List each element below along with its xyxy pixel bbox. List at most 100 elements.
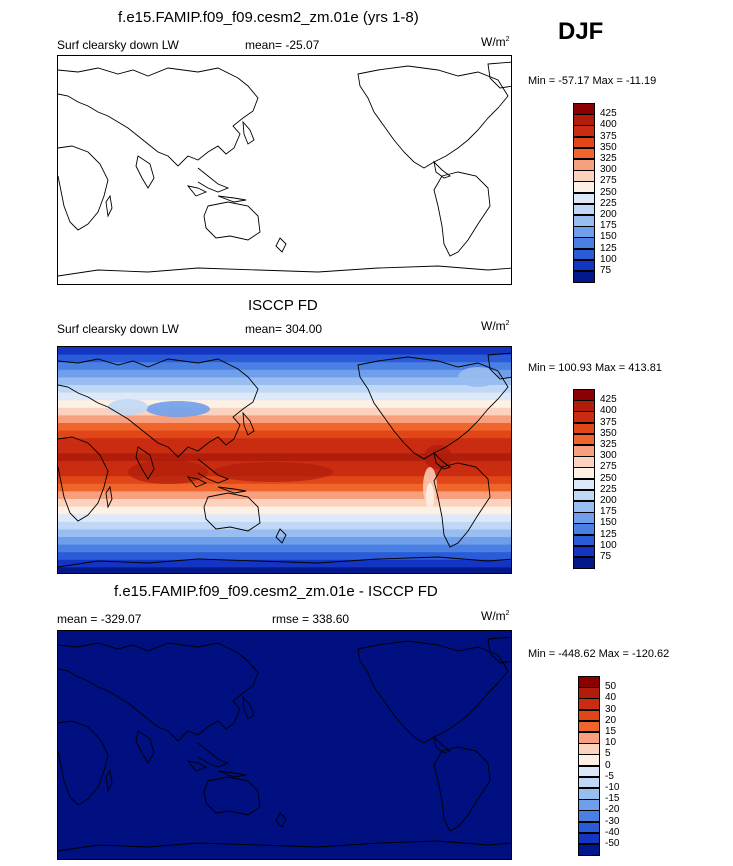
- colorbar-label: 50: [605, 681, 617, 693]
- colorbar-swatch: [578, 698, 600, 711]
- colorbar-swatch: [578, 765, 600, 778]
- season-label: DJF: [558, 18, 604, 45]
- colorbar-swatch: [573, 433, 595, 446]
- colorbar-swatch: [578, 754, 600, 767]
- colorbar-swatch: [573, 512, 595, 524]
- colorbar-swatch: [573, 237, 595, 250]
- panel3-field: [58, 631, 511, 859]
- colorbar-swatch: [578, 676, 600, 688]
- colorbar-swatch: [578, 720, 600, 733]
- colorbar-label: 150: [600, 231, 617, 243]
- colorbar-label: 250: [600, 472, 617, 484]
- colorbar-swatch: [578, 743, 600, 755]
- colorbar-swatch: [573, 501, 595, 513]
- colorbar-label: 400: [600, 119, 617, 131]
- colorbar-swatch: [573, 248, 595, 261]
- colorbar-swatch: [573, 534, 595, 547]
- panel1-variable-label: Surf clearsky down LW: [57, 38, 179, 52]
- colorbar-swatch: [573, 215, 595, 227]
- colorbar-swatch: [578, 687, 600, 699]
- colorbar-label: 30: [605, 703, 617, 715]
- colorbar-label: 400: [600, 405, 617, 417]
- colorbar-label: 125: [600, 528, 617, 540]
- panel3-units: W/m2: [481, 609, 510, 623]
- colorbar-label: 425: [600, 394, 617, 406]
- colorbar-swatch: [573, 181, 595, 194]
- colorbar-swatch: [573, 271, 595, 283]
- colorbar-swatch: [573, 114, 595, 126]
- colorbar-label: 5: [605, 748, 611, 760]
- colorbar-label: -30: [605, 815, 620, 827]
- colorbar-label: 150: [600, 517, 617, 529]
- colorbar-swatch: [578, 821, 600, 834]
- panel2-field: [58, 347, 511, 573]
- colorbar-swatch: [578, 810, 600, 823]
- panel2-units: W/m2: [481, 319, 510, 333]
- colorbar-label: 225: [600, 197, 617, 209]
- colorbar-label: 15: [605, 726, 617, 737]
- colorbar-label: 125: [600, 242, 617, 254]
- panel1-units: W/m2: [481, 35, 510, 49]
- colorbar-swatch: [573, 159, 595, 171]
- panel1-coastlines: [58, 56, 511, 284]
- colorbar-label: 40: [605, 692, 617, 704]
- panel3-map: [57, 630, 512, 860]
- colorbar-label: -20: [605, 804, 620, 816]
- colorbar-label: 275: [600, 175, 617, 187]
- panel2-minmax: Min = 100.93 Max = 413.81: [528, 362, 662, 374]
- colorbar-label: -5: [605, 770, 614, 782]
- colorbar-swatch: [573, 456, 595, 468]
- colorbar-label: 75: [600, 551, 612, 562]
- colorbar-swatch: [573, 467, 595, 480]
- colorbar-label: 250: [600, 186, 617, 198]
- colorbar-swatch: [573, 411, 595, 424]
- panel1-map: [57, 55, 512, 285]
- colorbar-swatch: [578, 732, 600, 744]
- colorbar-label: 275: [600, 461, 617, 473]
- colorbar-label: 20: [605, 714, 617, 726]
- colorbar-label: -40: [605, 826, 620, 838]
- colorbar-swatch: [573, 445, 595, 457]
- colorbar-swatch: [578, 832, 600, 845]
- panel2-title: ISCCP FD: [248, 297, 318, 314]
- colorbar-swatch: [573, 422, 595, 435]
- colorbar-swatch: [573, 523, 595, 536]
- panel3-mean-label: mean = -329.07: [57, 612, 142, 626]
- colorbar-swatch: [573, 136, 595, 149]
- panel2-variable-label: Surf clearsky down LW: [57, 322, 179, 336]
- panel3-title: f.e15.FAMIP.f09_f09.cesm2_zm.01e - ISCCP…: [114, 583, 438, 600]
- colorbar-label: -15: [605, 793, 620, 805]
- colorbar-swatch: [573, 192, 595, 205]
- colorbar-label: -50: [605, 838, 620, 849]
- colorbar-label: 75: [600, 265, 612, 276]
- colorbar-swatch: [573, 203, 595, 216]
- colorbar-swatch: [578, 799, 600, 811]
- colorbar-label: 225: [600, 483, 617, 495]
- colorbar-label: 0: [605, 759, 611, 771]
- colorbar-swatch: [573, 389, 595, 401]
- colorbar-swatch: [573, 259, 595, 272]
- colorbar-label: -10: [605, 782, 620, 793]
- colorbar-label: 425: [600, 108, 617, 120]
- colorbar-swatch: [578, 844, 600, 856]
- colorbar-swatch: [578, 776, 600, 789]
- colorbar-label: 100: [600, 539, 617, 551]
- colorbar-label: 375: [600, 130, 617, 142]
- colorbar-swatch: [573, 125, 595, 138]
- panel1-minmax: Min = -57.17 Max = -11.19: [528, 75, 657, 87]
- colorbar-swatch: [573, 170, 595, 182]
- panel3-minmax: Min = -448.62 Max = -120.62: [528, 648, 670, 660]
- colorbar-swatch: [573, 489, 595, 502]
- panel3-rmse-label: rmse = 338.60: [272, 612, 350, 626]
- colorbar-swatch: [573, 557, 595, 569]
- colorbar-swatch: [573, 478, 595, 491]
- panel2-mean-label: mean= 304.00: [245, 322, 323, 336]
- colorbar-label: 300: [600, 450, 617, 462]
- colorbar-label: 200: [600, 495, 617, 506]
- colorbar-label: 350: [600, 141, 617, 153]
- colorbar-label: 375: [600, 416, 617, 428]
- colorbar-label: 350: [600, 427, 617, 439]
- panel1-title: f.e15.FAMIP.f09_f09.cesm2_zm.01e (yrs 1-…: [118, 9, 419, 26]
- panel2-map: [57, 346, 512, 574]
- colorbar-swatch: [573, 400, 595, 412]
